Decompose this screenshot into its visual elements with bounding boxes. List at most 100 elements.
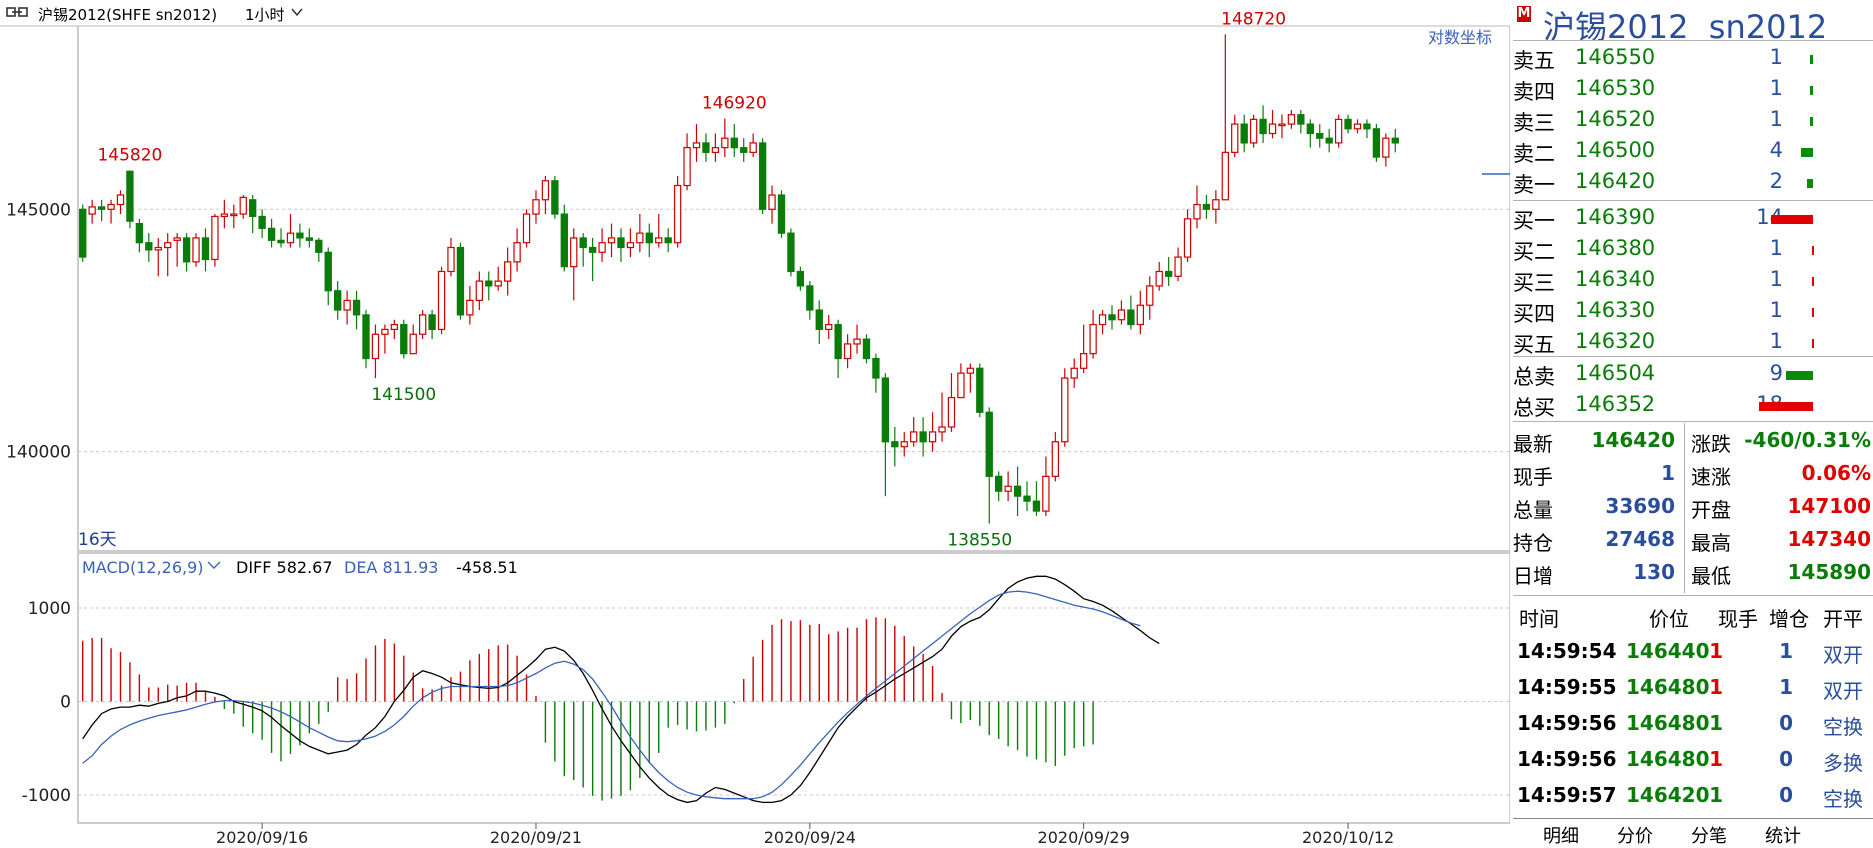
quote-value: 27468 (1605, 527, 1675, 551)
candle-body (381, 328, 389, 335)
col-time: 时间 (1519, 607, 1559, 631)
tick-oi: 0 (1779, 711, 1793, 735)
level-price: 146530 (1575, 76, 1656, 100)
tick-price: 146440 (1626, 639, 1710, 663)
candle-body (570, 237, 578, 268)
tab-divider (1513, 818, 1873, 819)
bid-level[interactable]: 买三 146340 1 (1513, 265, 1873, 296)
kline-chart[interactable]: 145000 140000 1000 0 -1000 2020/09/16 2020/09/… (0, 0, 1510, 847)
tick-row[interactable]: 14:59:55 146480 1 1 双开 (1513, 670, 1873, 703)
market-logo-icon: M (1517, 6, 1531, 22)
quote-row: 最新 146420 涨跌 -460/0.31% (1513, 424, 1873, 456)
candle-body (598, 242, 606, 253)
y-tick-label: 145000 (6, 200, 71, 220)
tick-row[interactable]: 14:59:56 146480 1 0 空换 (1513, 706, 1873, 739)
candle-body (286, 232, 295, 244)
candle-body (1079, 353, 1088, 369)
ask-level[interactable]: 卖二 146500 4 (1513, 136, 1873, 167)
panel-tab[interactable]: 统计 (1765, 826, 1801, 847)
level-price: 146500 (1575, 138, 1656, 162)
volume-bar (1812, 308, 1814, 317)
bid-level[interactable]: 买二 146380 1 (1513, 234, 1873, 265)
tick-row[interactable]: 14:59:56 146480 1 0 多换 (1513, 742, 1873, 775)
candle-body (1032, 500, 1041, 512)
ask-level[interactable]: 卖一 146420 2 (1513, 167, 1873, 198)
candle-body (910, 431, 918, 443)
candle-body (145, 242, 153, 251)
candle-body (1278, 123, 1286, 127)
volume-bar (1810, 86, 1813, 95)
level-volume: 2 (1769, 169, 1783, 193)
total-level[interactable]: 总买14635218 (1513, 390, 1873, 421)
candle-body (1051, 441, 1060, 477)
diff-label: DIFF 582.67 (236, 558, 333, 577)
total-level[interactable]: 总卖 146504 9 (1513, 359, 1873, 390)
candle-body (447, 246, 455, 273)
candle-body (579, 237, 587, 249)
candle-body (1136, 304, 1144, 326)
volume-bar (1807, 179, 1813, 188)
volume-bar (1812, 246, 1814, 255)
candle-body (97, 206, 106, 210)
tick-kind: 双开 (1823, 679, 1863, 703)
macd-frame (77, 552, 1510, 824)
candle-body (645, 232, 653, 244)
candle-body (164, 242, 172, 249)
period-selector[interactable]: 1小时 (245, 6, 285, 24)
bid-level[interactable]: 买五 146320 1 (1513, 327, 1873, 358)
diff-line (82, 575, 1160, 804)
candle-body (220, 213, 229, 218)
candle-body (116, 194, 125, 206)
link-icon[interactable] (6, 6, 28, 18)
tick-row[interactable]: 14:59:57 146420 1 0 空换 (1513, 778, 1873, 811)
bid-level[interactable]: 买一 146390 14 (1513, 203, 1873, 234)
candle-body (390, 323, 399, 330)
quote-value: 147100 (1787, 494, 1872, 518)
level-label: 卖四 (1513, 80, 1555, 104)
panel-tab[interactable]: 分价 (1617, 826, 1653, 847)
level-volume: 1 (1769, 329, 1783, 353)
tick-hand: 1 (1709, 711, 1723, 735)
volume-bar (1810, 55, 1813, 64)
tick-time: 14:59:57 (1517, 783, 1617, 807)
candle-body (815, 309, 823, 330)
col-oi: 增仓 (1769, 607, 1809, 631)
tick-row[interactable]: 14:59:54 146440 1 1 双开 (1513, 634, 1873, 667)
tick-price: 146480 (1626, 675, 1710, 699)
candle-body (560, 213, 568, 268)
bid-level[interactable]: 买四 146330 1 (1513, 296, 1873, 327)
candle-body (324, 251, 332, 292)
candle-body (173, 237, 181, 241)
candle-body (352, 299, 361, 316)
candle-body (1108, 314, 1116, 321)
panel-tab[interactable]: 明细 (1543, 826, 1579, 847)
tick-kind: 空换 (1823, 787, 1863, 811)
candle-body (456, 246, 465, 316)
candle-body (532, 199, 540, 215)
candle-body (891, 441, 899, 448)
candle-body (834, 323, 842, 360)
candle-body (995, 475, 1003, 492)
y-tick-label: -1000 (22, 786, 71, 806)
quote-label: 速涨 (1691, 465, 1731, 489)
candle-body (437, 270, 446, 330)
candle-body (418, 314, 427, 335)
quote-value: 147340 (1787, 527, 1872, 551)
panel-tab[interactable]: 分笔 (1691, 826, 1727, 847)
candle-body (466, 299, 474, 316)
tick-hand: 1 (1709, 747, 1723, 771)
ask-level[interactable]: 卖三 146520 1 (1513, 105, 1873, 136)
y-tick-label: 0 (60, 693, 71, 713)
candle-body (334, 290, 342, 311)
tick-time: 14:59:56 (1517, 711, 1617, 735)
candle-body (957, 372, 965, 399)
level-price: 146520 (1575, 107, 1656, 131)
tick-kind: 双开 (1823, 643, 1863, 667)
ask-level[interactable]: 卖五 146550 1 (1513, 43, 1873, 74)
chevron-down-icon[interactable] (290, 6, 304, 18)
quote-value: 0.06% (1801, 461, 1871, 485)
y-tick-label: 140000 (6, 443, 71, 463)
candle-body (702, 142, 710, 153)
ask-level[interactable]: 卖四 146530 1 (1513, 74, 1873, 105)
tick-kind: 多换 (1823, 751, 1863, 775)
